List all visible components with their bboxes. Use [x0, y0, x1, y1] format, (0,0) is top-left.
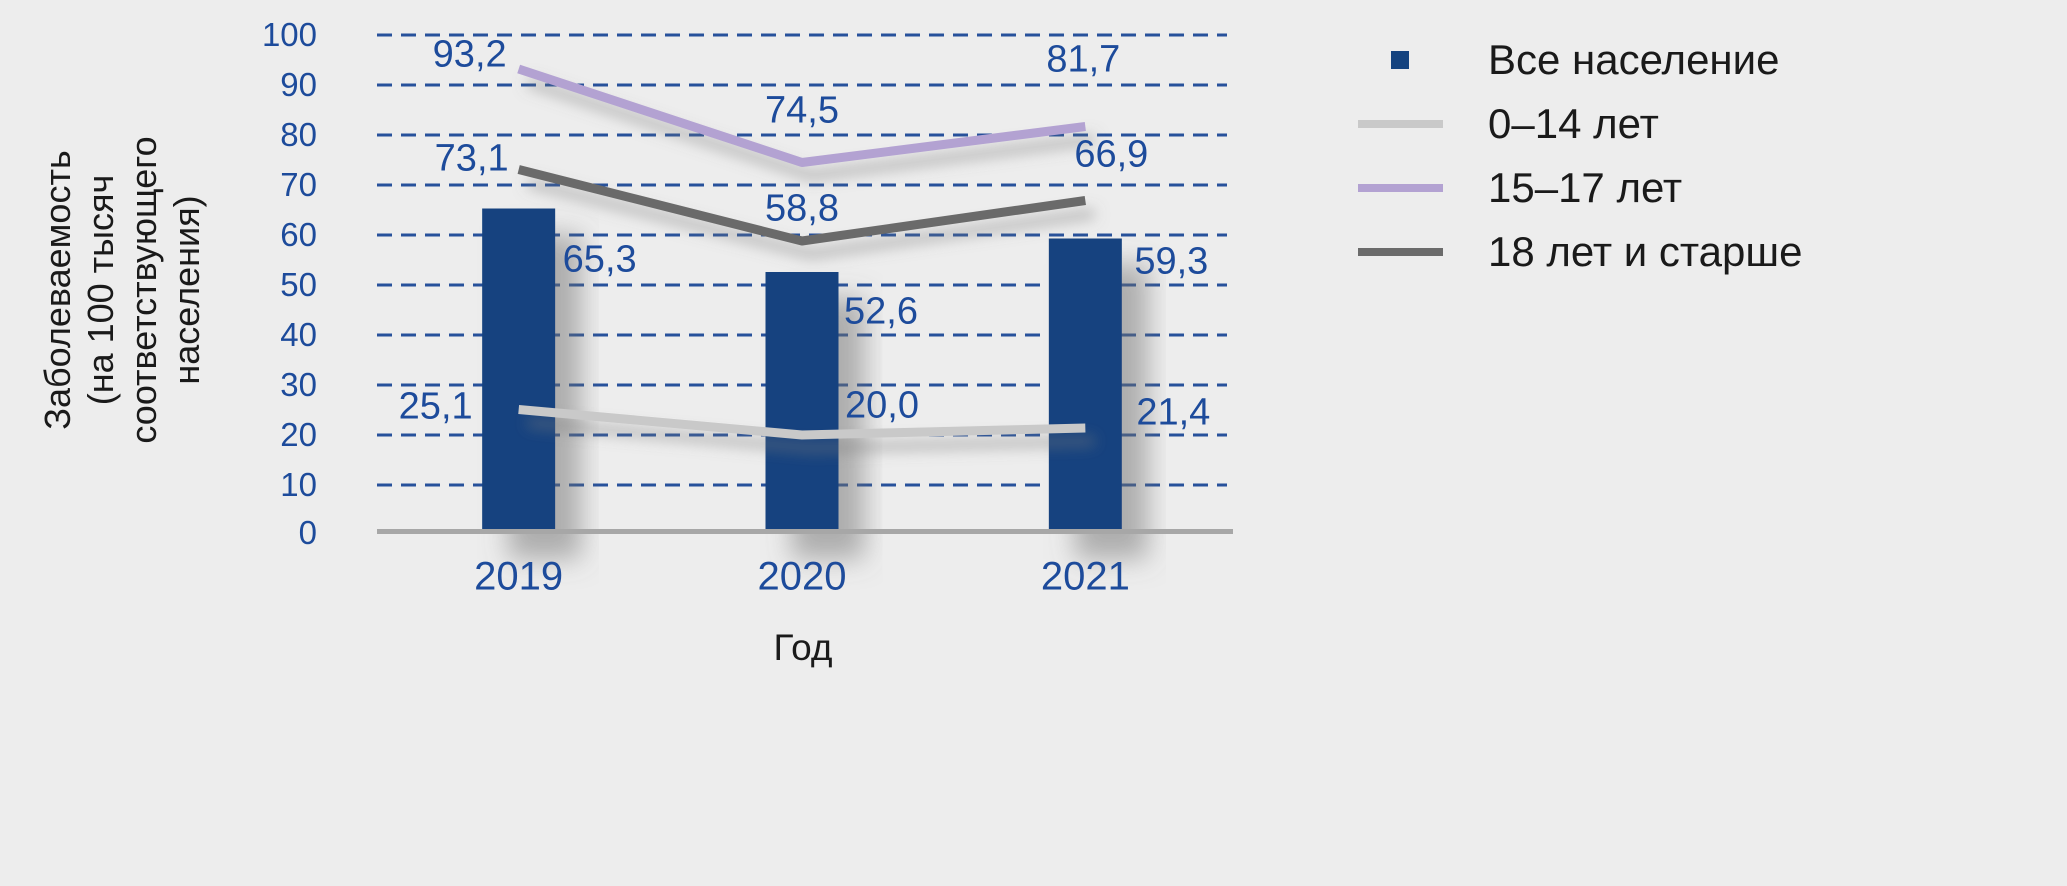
legend-item-18-plus: 18 лет и старше — [1350, 220, 1850, 284]
legend-marker-cell — [1350, 120, 1450, 128]
y-tick-label: 60 — [280, 216, 317, 253]
y-axis-title-line1: Заболеваемость — [37, 150, 78, 430]
legend-item-all-population: Все население — [1350, 28, 1850, 92]
legend-line-marker-icon — [1357, 120, 1443, 128]
data-label: 66,9 — [1074, 133, 1149, 175]
data-label: 58,8 — [765, 187, 839, 230]
x-tick-label: 2020 — [757, 554, 847, 599]
legend: Все население 0–14 лет 15–17 лет 18 лет … — [1350, 28, 1850, 284]
data-label: 52,6 — [844, 290, 918, 333]
x-axis-line — [377, 529, 1233, 534]
y-tick-label: 10 — [280, 466, 317, 503]
bar — [765, 272, 839, 533]
legend-label: 18 лет и старше — [1488, 228, 1803, 275]
x-axis-title: Год — [773, 627, 833, 668]
x-tick-label: 2021 — [1040, 554, 1130, 599]
x-tick-label: 2019 — [474, 554, 564, 599]
data-label: 81,7 — [1046, 38, 1121, 80]
data-line — [517, 64, 1086, 167]
data-line — [517, 165, 1086, 246]
data-label: 65,3 — [562, 238, 637, 280]
line-series — [517, 64, 1086, 440]
legend-marker-cell — [1350, 51, 1450, 69]
data-label: 59,3 — [1134, 240, 1209, 282]
y-axis-title: Заболеваемость (на 100 тысяч соответству… — [36, 70, 208, 510]
legend-label: 15–17 лет — [1488, 164, 1683, 211]
legend-label: 0–14 лет — [1488, 100, 1659, 147]
legend-marker-cell — [1350, 184, 1450, 192]
legend-label: Все население — [1488, 36, 1780, 83]
data-label: 25,1 — [398, 385, 473, 427]
legend-line-marker-icon — [1357, 184, 1443, 192]
y-tick-label: 100 — [261, 16, 317, 53]
legend-item-0-14: 0–14 лет — [1350, 92, 1850, 156]
bar — [482, 208, 556, 533]
data-label: 74,5 — [765, 89, 839, 131]
legend-item-15-17: 15–17 лет — [1350, 156, 1850, 220]
y-tick-label: 30 — [280, 366, 317, 403]
data-label: 73,1 — [434, 137, 509, 179]
legend-line-marker-icon — [1357, 248, 1443, 256]
y-tick-label: 40 — [280, 316, 317, 353]
legend-marker-cell — [1350, 248, 1450, 256]
data-label: 93,2 — [432, 33, 507, 76]
bar — [1048, 238, 1122, 533]
data-label: 21,4 — [1136, 391, 1211, 434]
bar-series — [482, 208, 1122, 533]
y-axis-title-line2: (на 100 тысяч соответствующего — [80, 136, 164, 444]
legend-square-marker-icon — [1391, 51, 1409, 69]
y-tick-label: 20 — [280, 416, 317, 453]
x-axis-line — [377, 529, 1233, 534]
y-tick-label: 90 — [280, 66, 317, 103]
y-axis-title-line3: населения) — [166, 195, 207, 385]
data-label: 20,0 — [845, 384, 919, 427]
data-line — [518, 405, 1086, 440]
y-tick-label: 0 — [298, 514, 317, 551]
y-tick-label: 80 — [280, 116, 317, 153]
y-tick-label: 50 — [280, 266, 317, 303]
y-tick-label: 70 — [280, 166, 317, 203]
